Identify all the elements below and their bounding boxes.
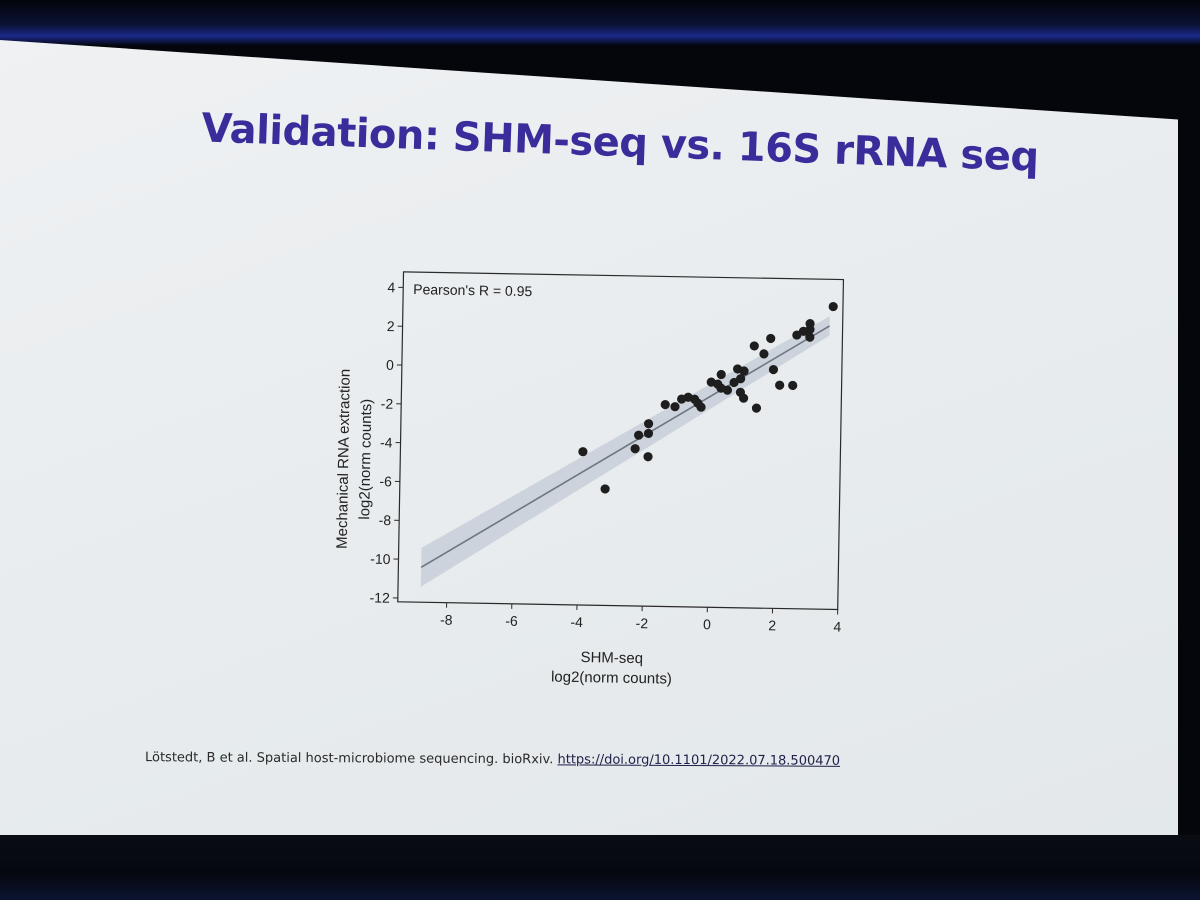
y-axis-title-line2: log2(norm counts) <box>356 399 375 520</box>
x-axis-title-line2: log2(norm counts) <box>551 669 672 688</box>
x-tick-label--8: -8 <box>440 612 453 628</box>
data-point-13 <box>696 402 706 412</box>
x-tick-label--4: -4 <box>570 614 583 630</box>
data-point-28 <box>766 333 776 344</box>
y-tick-label--10: -10 <box>370 551 391 567</box>
data-point-3 <box>634 430 644 440</box>
data-point-2 <box>630 444 640 454</box>
x-tick-label-2: 2 <box>768 617 776 633</box>
data-point-30 <box>775 380 785 390</box>
plot-frame-layer <box>397 271 845 611</box>
data-point-34 <box>805 332 815 342</box>
stage-top-strip <box>0 0 1200 45</box>
data-point-5 <box>643 428 654 439</box>
pearson-annotation: Pearson's R = 0.95 <box>413 281 532 299</box>
fit-line-layer <box>420 325 831 568</box>
data-point-26 <box>751 403 762 413</box>
x-tick-label-0: 0 <box>703 616 711 632</box>
data-point-7 <box>660 399 670 410</box>
y-tick-label--2: -2 <box>381 396 394 412</box>
y-tick-label-0: 0 <box>386 357 394 373</box>
citation-doi-link[interactable]: https://doi.org/10.1101/2022.07.18.50047… <box>557 752 841 769</box>
y-tick-label-2: 2 <box>387 318 395 334</box>
slide-background <box>0 40 1178 835</box>
data-point-23 <box>738 393 749 403</box>
data-point-27 <box>759 349 769 359</box>
y-tick-label--6: -6 <box>379 473 392 489</box>
citation-text: Lötstedt, B et al. Spatial host-microbio… <box>144 750 554 768</box>
data-point-18 <box>722 385 733 395</box>
data-point-21 <box>736 374 746 384</box>
tick-layer: -8 -6 -4 -2 0 2 4 4 2 0 -2 -4 -6 -8 -10 -12 <box>369 279 841 634</box>
y-axis-title-line1: Mechanical RNA extraction <box>334 369 354 549</box>
y-tick-label--4: -4 <box>380 434 393 450</box>
chart-svg: -8 -6 -4 -2 0 2 4 4 2 0 -2 -4 -6 -8 -10 -12 Pearson's R… <box>334 271 845 688</box>
data-point-31 <box>788 380 798 391</box>
data-point-29 <box>768 364 779 375</box>
stage-bottom-strip <box>0 835 1200 900</box>
confidence-band <box>420 316 830 587</box>
plot-frame <box>397 271 845 611</box>
data-point-8 <box>670 402 680 412</box>
x-tick-label--6: -6 <box>505 613 518 629</box>
data-point-37 <box>828 301 838 312</box>
x-tick-label-4: 4 <box>833 618 841 634</box>
y-tick-label--8: -8 <box>379 512 392 528</box>
scatter-chart: -8 -6 -4 -2 0 2 4 4 2 0 -2 -4 -6 -8 -10 -12 Pearson's R… <box>296 245 864 705</box>
y-tick-label-4: 4 <box>387 279 395 295</box>
confidence-band-layer <box>420 316 830 587</box>
data-point-24 <box>739 366 749 376</box>
regression-line <box>420 325 831 568</box>
data-point-1 <box>600 484 610 494</box>
data-point-36 <box>805 319 815 329</box>
data-point-0 <box>578 447 588 457</box>
data-point-4 <box>643 452 653 462</box>
data-point-16 <box>716 369 726 380</box>
x-tick-label--2: -2 <box>636 615 649 631</box>
y-tick-label--12: -12 <box>369 589 390 605</box>
points-layer <box>578 301 838 494</box>
x-axis-title-line1: SHM-seq <box>580 649 643 667</box>
data-point-25 <box>749 341 759 351</box>
data-point-6 <box>644 419 654 429</box>
